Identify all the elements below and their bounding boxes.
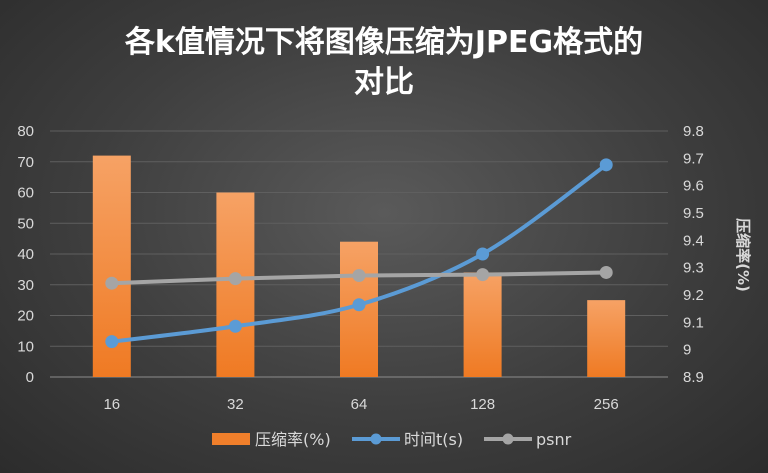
y-right-tick-label-9: 9.8 — [683, 123, 704, 140]
x-axis: 16 32 64 128 256 — [103, 396, 618, 413]
y-right-tick-label-8: 9.7 — [683, 150, 704, 167]
chart-title-line-2: 对比 — [354, 65, 414, 100]
legend-label-compression: 压缩率(%) — [255, 430, 331, 449]
y-right-tick-label-0: 8.9 — [683, 369, 704, 386]
x-tick-label-2: 64 — [351, 396, 368, 413]
series-1-point-128 — [476, 247, 490, 261]
legend-marker-psnr — [502, 433, 514, 445]
y-left-tick-label-7: 70 — [17, 154, 34, 171]
bar-series — [92, 155, 626, 377]
series-2-point-32 — [228, 272, 242, 286]
bar-256 — [587, 300, 626, 377]
y-right-tick-label-3: 9.2 — [683, 287, 704, 304]
y-left-tick-label-3: 30 — [17, 277, 34, 294]
y-axis-left: 0 10 20 30 40 50 60 70 80 — [17, 123, 34, 386]
y-left-tick-label-1: 10 — [17, 338, 34, 355]
y-left-tick-label-5: 50 — [17, 215, 34, 232]
y-axis-right: 8.9 9 9.1 9.2 9.3 9.4 9.5 9.6 9.7 9.8 — [683, 123, 704, 386]
y-left-tick-label-8: 80 — [17, 123, 34, 140]
legend-swatch-compression — [212, 433, 250, 445]
series-2-point-16 — [105, 276, 119, 290]
series-1-point-32 — [228, 319, 242, 333]
series-1-point-16 — [105, 335, 119, 349]
legend-label-psnr: psnr — [536, 430, 572, 449]
series-1-point-256 — [599, 158, 613, 172]
legend-marker-time — [370, 433, 382, 445]
series-2-point-64 — [352, 269, 366, 283]
chart-title-line-1: 各k值情况下将图像压缩为JPEG格式的 — [124, 25, 643, 60]
y-right-tick-label-2: 9.1 — [683, 314, 704, 331]
legend-label-time: 时间t(s) — [404, 430, 463, 449]
bar-128 — [463, 272, 502, 377]
y-right-tick-label-1: 9 — [683, 342, 691, 359]
y-left-tick-label-6: 60 — [17, 185, 34, 202]
y-right-tick-label-4: 9.3 — [683, 260, 704, 277]
y-left-tick-label-2: 20 — [17, 308, 34, 325]
series-2-point-128 — [476, 268, 490, 282]
y-axis-right-title: 压缩率(%) — [734, 218, 752, 292]
x-tick-label-0: 16 — [103, 396, 120, 413]
x-tick-label-4: 256 — [594, 396, 619, 413]
x-tick-label-3: 128 — [470, 396, 495, 413]
y-right-tick-label-7: 9.6 — [683, 178, 704, 195]
y-left-tick-label-0: 0 — [26, 369, 34, 386]
series-2-point-256 — [599, 265, 613, 279]
legend: 压缩率(%) 时间t(s) psnr — [212, 430, 572, 449]
y-left-tick-label-4: 40 — [17, 246, 34, 263]
series-1-point-64 — [352, 298, 366, 312]
line-series — [105, 158, 613, 349]
x-tick-label-1: 32 — [227, 396, 244, 413]
y-right-tick-label-6: 9.5 — [683, 205, 704, 222]
y-right-tick-label-5: 9.4 — [683, 232, 704, 249]
